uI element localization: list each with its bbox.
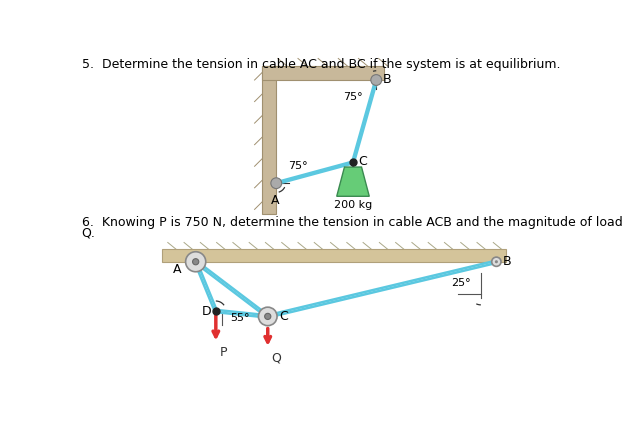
Circle shape <box>492 257 501 266</box>
Text: B: B <box>383 73 392 86</box>
Text: 75°: 75° <box>343 92 363 102</box>
Text: B: B <box>503 255 511 268</box>
Text: 55°: 55° <box>230 313 249 323</box>
Text: 5.  Determine the tension in cable AC and BC if the system is at equilibrium.: 5. Determine the tension in cable AC and… <box>82 58 560 71</box>
Circle shape <box>271 178 282 189</box>
Polygon shape <box>262 66 276 214</box>
Text: D: D <box>202 305 211 318</box>
Text: P: P <box>220 346 227 360</box>
Text: A: A <box>270 194 279 207</box>
Circle shape <box>193 258 199 265</box>
Circle shape <box>495 260 498 263</box>
Polygon shape <box>262 66 384 80</box>
Circle shape <box>259 307 277 326</box>
Text: 25°: 25° <box>452 278 471 288</box>
Text: Q.: Q. <box>82 226 95 239</box>
Text: A: A <box>173 263 182 276</box>
Text: C: C <box>358 155 367 168</box>
Circle shape <box>186 252 206 272</box>
Text: Q: Q <box>271 352 281 365</box>
Text: C: C <box>279 310 288 323</box>
Text: 6.  Knowing P is 750 N, determine the tension in cable ACB and the magnitude of : 6. Knowing P is 750 N, determine the ten… <box>82 216 622 228</box>
Polygon shape <box>161 250 506 262</box>
Text: 200 kg: 200 kg <box>334 200 372 210</box>
Circle shape <box>371 74 382 85</box>
Circle shape <box>265 313 271 319</box>
Polygon shape <box>336 167 369 196</box>
Text: 75°: 75° <box>288 161 308 171</box>
